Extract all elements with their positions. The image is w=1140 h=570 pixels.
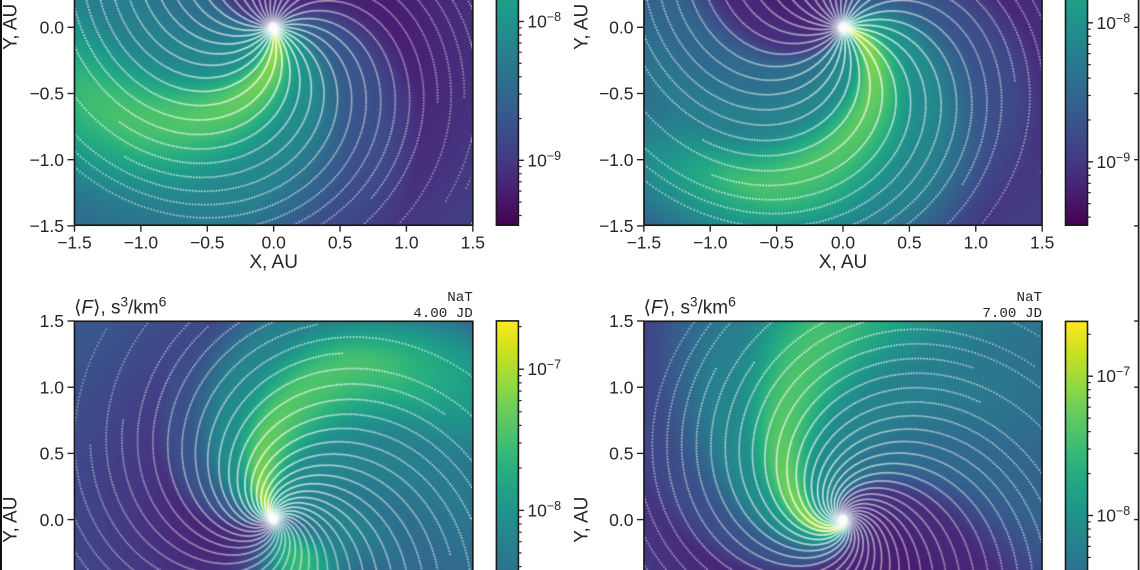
svg-text:0.0: 0.0: [261, 233, 286, 253]
svg-text:0.0: 0.0: [609, 510, 634, 530]
svg-text:X, AU: X, AU: [249, 252, 298, 273]
svg-text:10−8: 10−8: [1097, 504, 1131, 526]
svg-text:X, AU: X, AU: [819, 252, 868, 273]
svg-text:4.00 JD: 4.00 JD: [413, 306, 473, 322]
svg-text:−1.0: −1.0: [124, 233, 159, 253]
svg-text:−0.5: −0.5: [190, 233, 225, 253]
svg-text:10−8: 10−8: [1097, 11, 1131, 33]
svg-text:1.0: 1.0: [40, 377, 65, 397]
svg-text:1.5: 1.5: [461, 233, 485, 253]
svg-text:−1.0: −1.0: [29, 150, 64, 170]
svg-text:−1.5: −1.5: [29, 216, 64, 236]
svg-text:1.5: 1.5: [40, 311, 64, 331]
svg-text:1.0: 1.0: [964, 233, 989, 253]
svg-text:−1.0: −1.0: [693, 233, 728, 253]
svg-text:0.0: 0.0: [40, 18, 65, 38]
svg-text:10−7: 10−7: [527, 358, 561, 380]
svg-text:10−8: 10−8: [527, 10, 561, 32]
svg-text:−0.5: −0.5: [759, 233, 794, 253]
svg-text:7.00 JD: 7.00 JD: [982, 306, 1042, 322]
svg-text:0.5: 0.5: [40, 444, 64, 464]
svg-text:0.0: 0.0: [609, 18, 634, 38]
svg-text:Y, AU: Y, AU: [572, 497, 593, 543]
svg-text:0.0: 0.0: [831, 233, 856, 253]
svg-text:−1.5: −1.5: [599, 216, 634, 236]
svg-text:1.0: 1.0: [609, 377, 634, 397]
svg-text:10−7: 10−7: [1097, 365, 1131, 387]
svg-text:⟨F⟩, s3/km6: ⟨F⟩, s3/km6: [644, 294, 737, 319]
svg-text:−0.5: −0.5: [29, 84, 64, 104]
svg-text:0.5: 0.5: [328, 233, 352, 253]
svg-text:0.5: 0.5: [609, 444, 633, 464]
svg-text:Y, AU: Y, AU: [1, 497, 22, 543]
svg-text:10−9: 10−9: [527, 149, 561, 171]
svg-text:0.5: 0.5: [897, 233, 921, 253]
svg-text:⟨F⟩, s3/km6: ⟨F⟩, s3/km6: [74, 294, 167, 319]
svg-text:−0.5: −0.5: [599, 84, 634, 104]
svg-text:NaT: NaT: [447, 290, 473, 306]
svg-text:NaT: NaT: [1016, 290, 1042, 306]
svg-text:Y, AU: Y, AU: [572, 4, 593, 50]
svg-text:−1.5: −1.5: [57, 233, 92, 253]
svg-text:Y, AU: Y, AU: [1, 4, 22, 50]
svg-text:0.0: 0.0: [40, 510, 65, 530]
svg-text:10−9: 10−9: [1097, 150, 1131, 172]
svg-text:1.5: 1.5: [1030, 233, 1054, 253]
svg-text:1.0: 1.0: [394, 233, 419, 253]
svg-text:1.5: 1.5: [609, 311, 633, 331]
svg-text:−1.5: −1.5: [627, 233, 662, 253]
svg-text:−1.0: −1.0: [599, 150, 634, 170]
svg-text:10−8: 10−8: [527, 499, 561, 521]
